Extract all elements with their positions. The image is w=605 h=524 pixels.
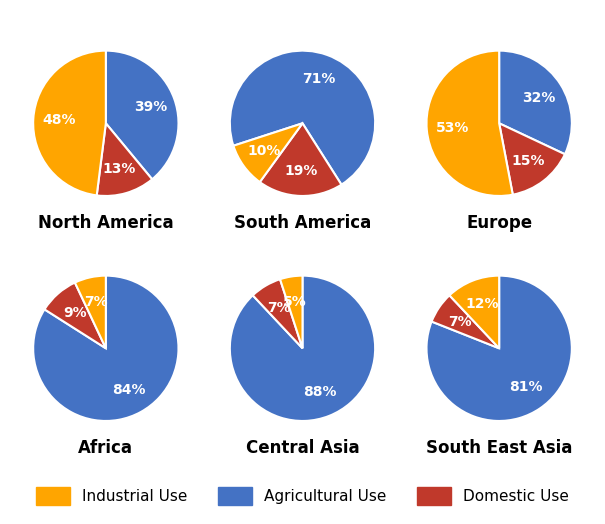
Wedge shape: [431, 296, 499, 348]
Wedge shape: [253, 279, 302, 348]
Wedge shape: [427, 51, 513, 196]
Text: 32%: 32%: [522, 91, 556, 105]
Title: North America: North America: [38, 214, 174, 232]
Text: 13%: 13%: [102, 162, 136, 176]
Text: 7%: 7%: [267, 301, 290, 314]
Text: 71%: 71%: [302, 72, 335, 86]
Text: 7%: 7%: [83, 295, 107, 309]
Wedge shape: [234, 123, 302, 182]
Title: Europe: Europe: [466, 214, 532, 232]
Text: 84%: 84%: [112, 383, 145, 397]
Title: South East Asia: South East Asia: [426, 439, 572, 456]
Title: Central Asia: Central Asia: [246, 439, 359, 456]
Wedge shape: [75, 276, 106, 348]
Wedge shape: [97, 123, 152, 196]
Wedge shape: [450, 276, 499, 348]
Text: 48%: 48%: [42, 113, 76, 127]
Title: South America: South America: [234, 214, 371, 232]
Text: 81%: 81%: [509, 380, 543, 395]
Wedge shape: [33, 51, 106, 195]
Wedge shape: [45, 282, 106, 348]
Wedge shape: [499, 123, 565, 195]
Text: 53%: 53%: [436, 121, 469, 135]
Text: 88%: 88%: [303, 385, 336, 399]
Wedge shape: [427, 276, 572, 421]
Text: 12%: 12%: [465, 298, 499, 311]
Text: 10%: 10%: [247, 144, 281, 158]
Text: 7%: 7%: [448, 315, 472, 329]
Text: 5%: 5%: [283, 294, 307, 309]
Wedge shape: [280, 276, 302, 348]
Text: 15%: 15%: [511, 154, 545, 168]
Wedge shape: [106, 51, 178, 179]
Legend: Industrial Use, Agricultural Use, Domestic Use: Industrial Use, Agricultural Use, Domest…: [30, 481, 575, 511]
Wedge shape: [230, 276, 375, 421]
Wedge shape: [230, 51, 375, 184]
Wedge shape: [33, 276, 178, 421]
Text: 9%: 9%: [63, 306, 87, 320]
Wedge shape: [499, 51, 572, 154]
Text: 19%: 19%: [284, 163, 318, 178]
Title: Africa: Africa: [78, 439, 133, 456]
Text: 39%: 39%: [134, 100, 167, 114]
Wedge shape: [260, 123, 341, 196]
